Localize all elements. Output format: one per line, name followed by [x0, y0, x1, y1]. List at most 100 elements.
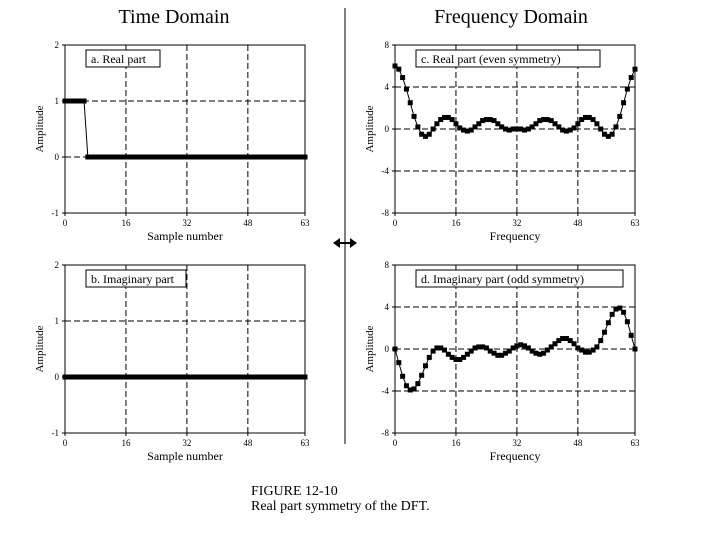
y-axis-title: Amplitude: [364, 105, 376, 152]
data-point: [131, 154, 137, 160]
data-point: [226, 154, 232, 160]
data-point: [104, 154, 110, 160]
data-point: [453, 121, 459, 127]
data-point: [483, 117, 489, 123]
data-point: [426, 131, 432, 137]
frequency-domain-heading: Frequency Domain: [434, 6, 588, 28]
data-point: [272, 374, 278, 380]
data-point: [548, 344, 554, 350]
data-point: [119, 154, 125, 160]
data-point: [461, 354, 467, 360]
data-point: [602, 131, 608, 137]
data-point: [112, 374, 118, 380]
data-point: [66, 98, 72, 104]
data-point: [283, 154, 289, 160]
data-point: [571, 125, 577, 131]
data-point: [264, 374, 270, 380]
data-point: [445, 114, 451, 120]
data-point: [214, 154, 220, 160]
plot-frame: [64, 44, 306, 214]
series-line: [65, 100, 305, 158]
y-tick-label: 0: [55, 152, 60, 162]
data-point: [89, 154, 95, 160]
data-point: [407, 100, 413, 106]
data-point: [291, 154, 297, 160]
panel-label-box: [415, 269, 624, 288]
data-point: [563, 128, 569, 134]
data-point: [487, 117, 493, 123]
data-point: [567, 127, 573, 133]
data-point: [419, 131, 425, 137]
data-point: [400, 75, 406, 81]
data-point: [628, 332, 634, 338]
data-point: [472, 345, 478, 351]
data-point: [77, 374, 83, 380]
data-point: [415, 124, 421, 130]
data-point: [287, 374, 293, 380]
data-point: [115, 374, 121, 380]
data-point: [422, 133, 428, 139]
data-point: [590, 117, 596, 123]
data-point: [268, 154, 274, 160]
data-point: [260, 154, 266, 160]
data-point: [575, 121, 581, 127]
data-point: [430, 348, 436, 354]
data-point: [92, 374, 98, 380]
data-point: [628, 75, 634, 81]
data-point: [457, 125, 463, 131]
data-point: [142, 374, 148, 380]
data-point: [472, 124, 478, 130]
data-point: [77, 98, 83, 104]
data-point: [184, 154, 190, 160]
data-point: [180, 374, 186, 380]
data-point: [422, 363, 428, 369]
y-tick-label: 0: [55, 372, 60, 382]
data-point: [544, 347, 550, 353]
x-tick-label: 16: [121, 218, 131, 228]
data-point: [563, 336, 569, 341]
x-tick-label: 32: [512, 218, 521, 228]
data-point: [582, 349, 588, 355]
x-tick-label: 16: [451, 218, 461, 228]
x-axis-title: Frequency: [490, 229, 541, 243]
data-point: [537, 351, 543, 357]
x-tick-label: 0: [63, 438, 68, 448]
y-tick-label: -8: [382, 428, 390, 438]
data-point: [165, 374, 171, 380]
data-point: [586, 349, 592, 355]
data-point: [590, 347, 596, 353]
data-point: [567, 338, 573, 344]
data-point: [150, 154, 156, 160]
data-point: [522, 343, 528, 349]
x-tick-label: 48: [243, 218, 253, 228]
data-point: [533, 121, 539, 127]
data-point: [575, 345, 581, 351]
data-point: [483, 345, 489, 351]
data-point: [468, 127, 474, 133]
x-tick-label: 48: [243, 438, 253, 448]
data-point: [252, 374, 258, 380]
y-tick-label: 1: [55, 316, 60, 326]
data-point: [157, 154, 163, 160]
data-point: [403, 86, 409, 92]
y-tick-label: 4: [385, 302, 390, 312]
data-point: [403, 383, 409, 389]
y-tick-label: 0: [385, 344, 390, 354]
data-point: [203, 154, 209, 160]
data-point: [291, 374, 297, 380]
figure-number: FIGURE 12-10: [251, 484, 338, 499]
x-tick-label: 63: [631, 218, 641, 228]
data-point: [579, 347, 585, 353]
data-point: [108, 154, 114, 160]
data-point: [525, 345, 531, 351]
y-tick-label: 2: [55, 260, 60, 270]
data-point: [100, 374, 106, 380]
data-point: [594, 344, 600, 350]
data-point: [142, 154, 148, 160]
data-point: [442, 347, 448, 353]
data-point: [73, 374, 79, 380]
data-point: [495, 352, 501, 358]
data-point: [407, 387, 413, 393]
data-point: [256, 154, 262, 160]
